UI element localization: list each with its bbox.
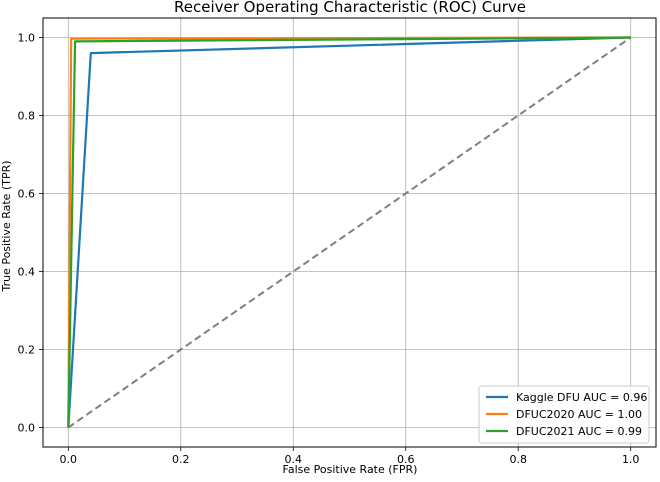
x-tick-label: 0.6 bbox=[397, 453, 415, 466]
chart-title: Receiver Operating Characteristic (ROC) … bbox=[174, 0, 526, 16]
x-tick-label: 0.2 bbox=[172, 453, 190, 466]
series-line-dfuc2021 bbox=[67, 36, 631, 428]
y-tick-label: 0.8 bbox=[18, 110, 36, 123]
x-tick-label: 0.4 bbox=[285, 453, 303, 466]
y-axis-label: True Positive Rate (TPR) bbox=[0, 160, 13, 292]
legend: Kaggle DFU AUC = 0.96 DFUC2020 AUC = 1.0… bbox=[478, 385, 650, 444]
x-tick-label: 0.8 bbox=[509, 453, 527, 466]
x-tick-label: 1.0 bbox=[622, 453, 640, 466]
reference-layer bbox=[67, 36, 632, 429]
y-tick-label: 0.4 bbox=[18, 266, 36, 279]
y-tick-label: 0.0 bbox=[18, 422, 36, 435]
legend-label-kaggle-dfu: Kaggle DFU AUC = 0.96 bbox=[516, 391, 647, 404]
legend-label-dfuc2021: DFUC2021 AUC = 0.99 bbox=[516, 425, 642, 438]
series-line-kaggle-dfu bbox=[67, 36, 631, 428]
chance-diagonal-line bbox=[67, 36, 632, 429]
y-tick-label: 1.0 bbox=[18, 32, 36, 45]
legend-label-dfuc2020: DFUC2020 AUC = 1.00 bbox=[516, 408, 642, 421]
y-tick-label: 0.6 bbox=[18, 188, 36, 201]
y-tick-label: 0.2 bbox=[18, 344, 36, 357]
legend-box bbox=[478, 385, 650, 444]
plot-area bbox=[42, 17, 657, 448]
x-tick-label: 0.0 bbox=[60, 453, 78, 466]
x-axis-label: False Positive Rate (FPR) bbox=[283, 463, 418, 476]
ticks: 0.0 0.2 0.4 0.6 0.8 1.0 0.0 0.2 0.4 0.6 0.8 1.0 bbox=[18, 32, 640, 467]
series-layer bbox=[67, 36, 631, 428]
